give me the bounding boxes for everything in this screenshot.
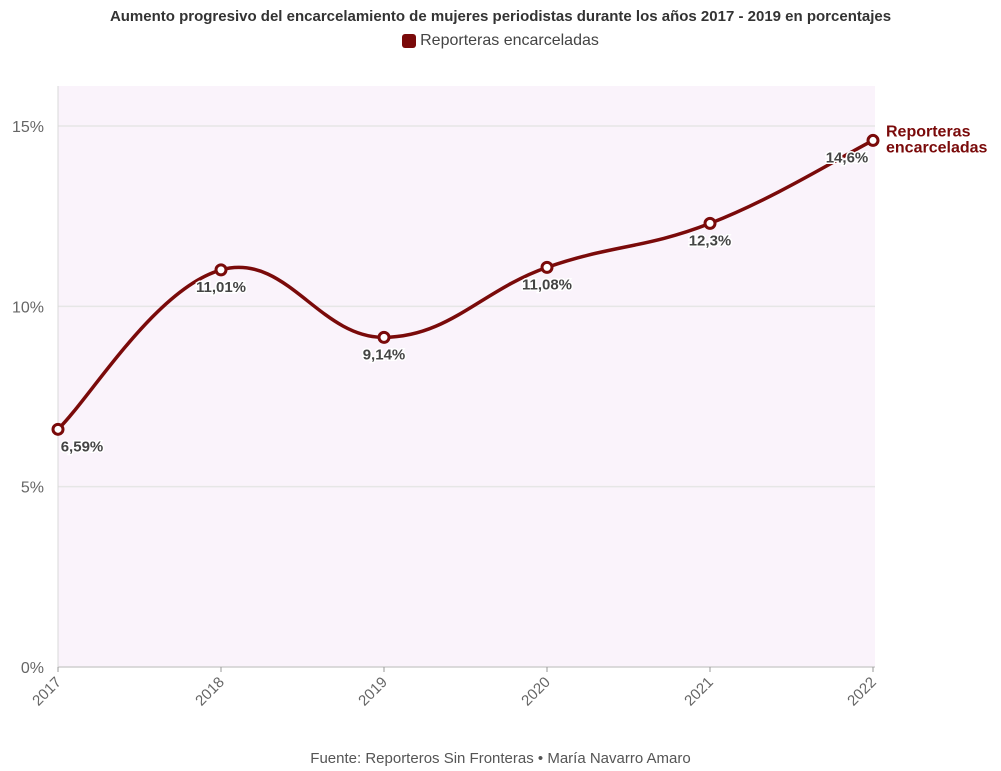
plot-area <box>58 86 875 667</box>
x-tick-label: 2022 <box>844 674 880 710</box>
y-tick-label: 5% <box>21 480 44 497</box>
data-label: 6,59% <box>61 438 104 455</box>
x-tick-label: 2019 <box>355 674 391 710</box>
data-label: 12,3% <box>689 232 732 249</box>
y-tick-label: 15% <box>12 119 44 136</box>
data-label: 11,08% <box>522 276 572 293</box>
source-note: Fuente: Reporteros Sin Fronteras • María… <box>310 750 691 767</box>
data-label: 11,01% <box>196 279 246 296</box>
x-tick-label: 2018 <box>192 674 228 710</box>
series-line <box>56 138 875 432</box>
legend-swatch <box>402 34 417 48</box>
data-label: 14,6% <box>826 149 869 166</box>
data-label: 9,14% <box>363 346 406 363</box>
x-tick-label: 2017 <box>29 674 65 710</box>
x-tick-label: 2021 <box>681 674 717 710</box>
series-end-label: encarceladas <box>886 139 988 156</box>
data-point <box>703 216 717 230</box>
data-point <box>214 263 228 277</box>
y-tick-label: 0% <box>21 660 44 677</box>
data-point <box>51 422 65 436</box>
data-point <box>540 260 554 274</box>
chart-title: Aumento progresivo del encarcelamiento d… <box>109 8 892 25</box>
x-tick-label: 2020 <box>518 674 554 710</box>
data-point <box>866 133 880 147</box>
line-chart: 0% 5% 10% 15% 2017 2018 2019 2020 2021 2022 6,59% 1… <box>12 86 989 710</box>
data-point <box>377 330 391 344</box>
y-tick-label: 10% <box>12 299 44 316</box>
chart-legend: Reporteras encarceladas <box>0 32 1001 50</box>
legend-label: Reporteras encarceladas <box>420 32 599 49</box>
series-end-label: Reporteras <box>886 123 971 140</box>
